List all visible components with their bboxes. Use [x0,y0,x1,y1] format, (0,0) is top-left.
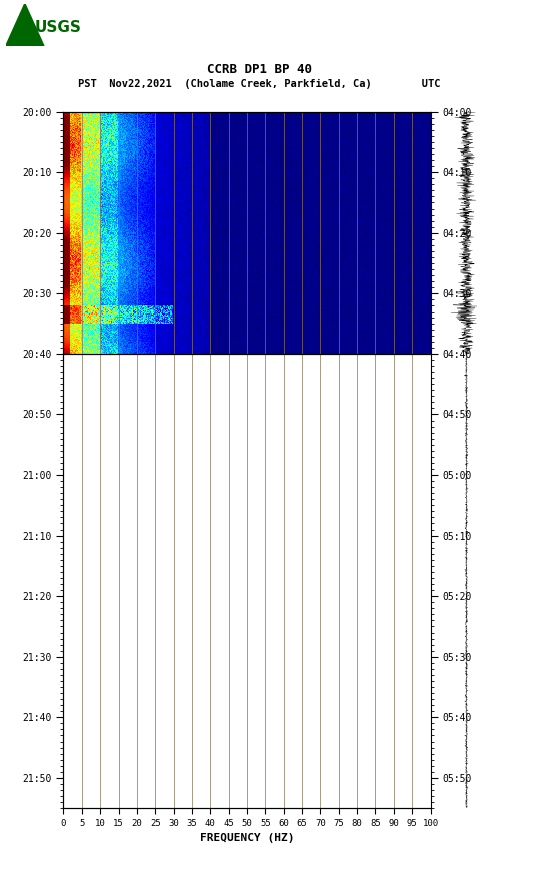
Text: USGS: USGS [35,20,82,35]
X-axis label: FREQUENCY (HZ): FREQUENCY (HZ) [200,833,294,843]
Text: PST  Nov22,2021  (Cholame Creek, Parkfield, Ca)        UTC: PST Nov22,2021 (Cholame Creek, Parkfield… [78,79,440,89]
Bar [63,112,431,354]
Text: CCRB DP1 BP 40: CCRB DP1 BP 40 [207,63,312,76]
Polygon shape [6,4,44,46]
